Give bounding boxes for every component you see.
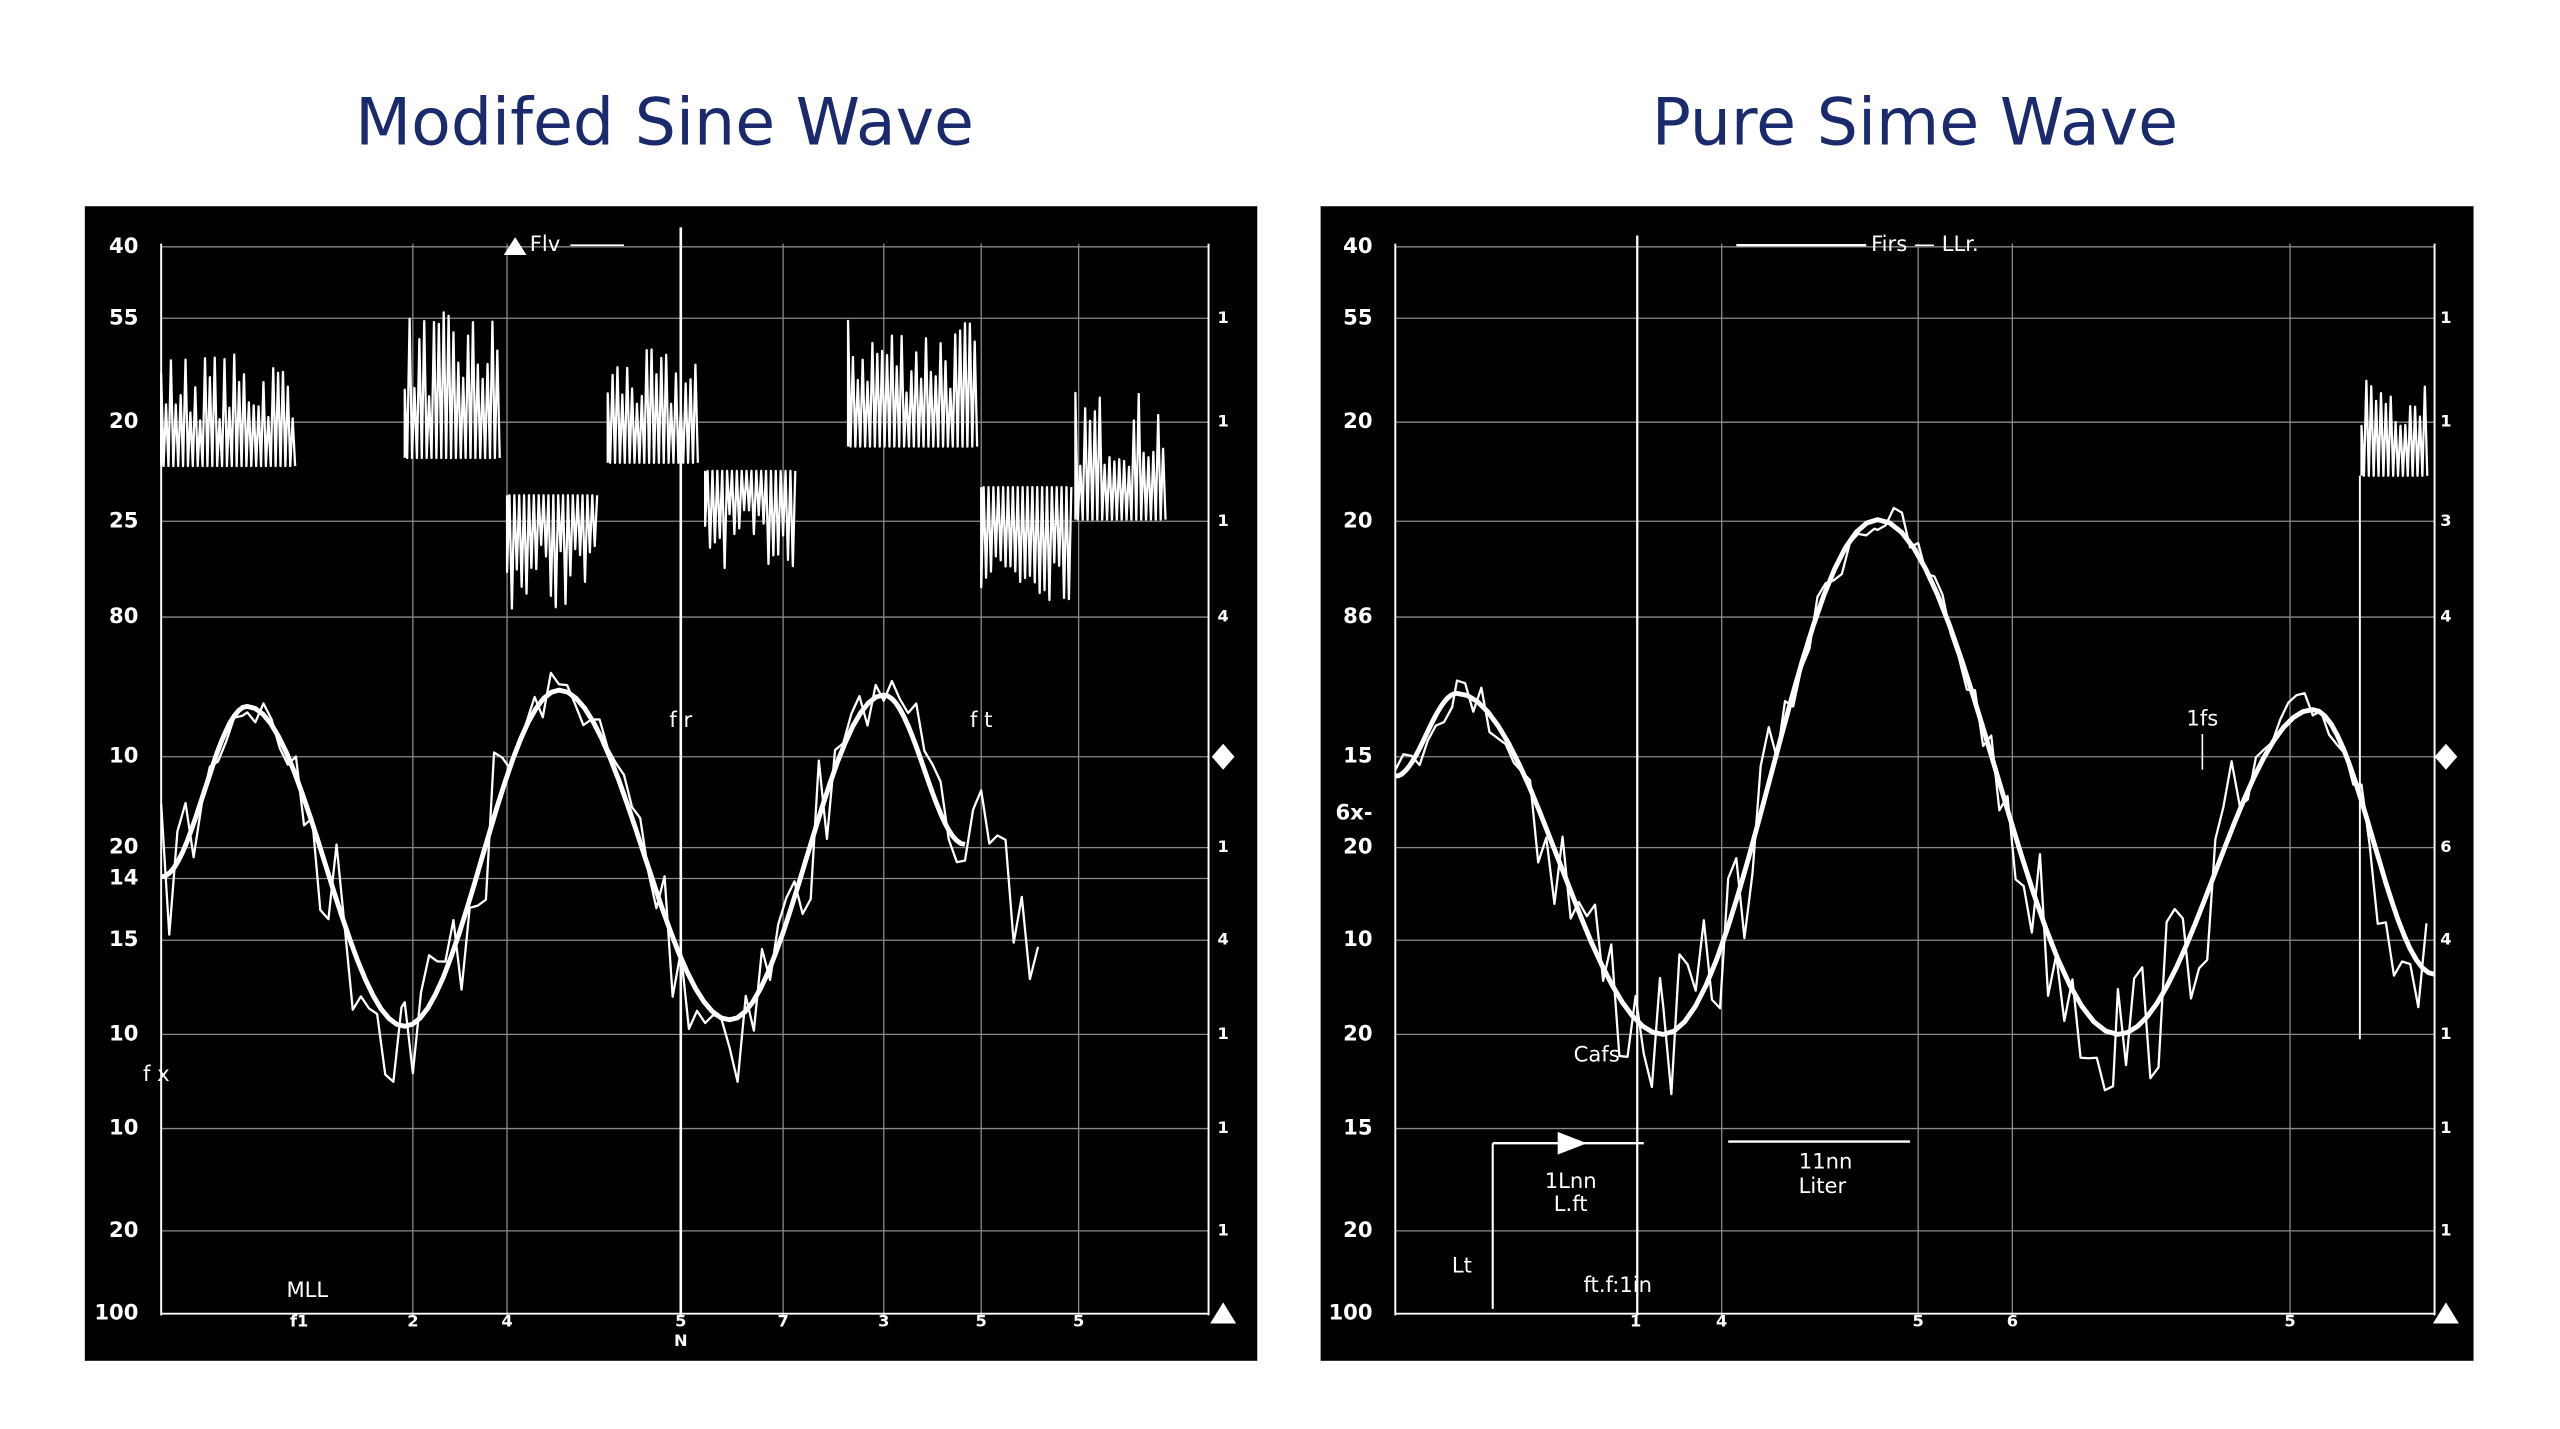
burst-wave bbox=[160, 353, 297, 468]
noisy-wave bbox=[1394, 506, 2428, 1096]
annotation: f t bbox=[970, 707, 992, 732]
annotation: Firs — LLr. bbox=[1871, 231, 1979, 256]
burst-wave bbox=[980, 486, 1073, 602]
y-tick-label: 20 bbox=[1343, 507, 1372, 532]
y-tick-label: 1 bbox=[1218, 837, 1229, 856]
annotation: Liter bbox=[1799, 1173, 1847, 1198]
y-tick-label: 4 bbox=[2440, 607, 2451, 626]
y-tick-label: 15 bbox=[1343, 1115, 1372, 1140]
y-tick-label: 1 bbox=[2440, 1118, 2451, 1137]
y-tick-label: 40 bbox=[1343, 233, 1372, 258]
x-tick-label: 5 bbox=[2284, 1311, 2295, 1330]
y-tick-label: 10 bbox=[109, 1020, 138, 1045]
sine-wave bbox=[160, 687, 966, 1029]
y-tick-label: 55 bbox=[109, 304, 138, 329]
arrow bbox=[1557, 1131, 1587, 1155]
y-tick-label: 14 bbox=[109, 865, 138, 890]
y-tick-label: 80 bbox=[109, 603, 138, 628]
annotation: 1fs bbox=[2186, 705, 2218, 730]
x-tick-label: 6 bbox=[2007, 1311, 2018, 1330]
x-tick-label: 5 bbox=[976, 1311, 987, 1330]
y-tick-label: 1 bbox=[2440, 412, 2451, 431]
y-tick-label: 20 bbox=[1343, 1020, 1372, 1045]
left-panel bbox=[84, 206, 1258, 1361]
y-tick-label: 20 bbox=[1343, 1217, 1372, 1242]
annotation: Flv bbox=[530, 231, 561, 256]
annotation: 1Lnn bbox=[1545, 1168, 1597, 1193]
y-tick-label: 10 bbox=[1343, 926, 1372, 951]
y-tick-label: 40 bbox=[109, 233, 138, 258]
noisy-wave bbox=[160, 671, 1040, 1083]
x-tick-label: f1 bbox=[290, 1311, 308, 1330]
x-tick-label: 5 bbox=[1913, 1311, 1924, 1330]
y-tick-label: 86 bbox=[1343, 603, 1372, 628]
annotation: Lt bbox=[1452, 1253, 1472, 1278]
burst-wave bbox=[1074, 391, 1167, 521]
burst-wave bbox=[403, 311, 501, 460]
annotation: f r bbox=[669, 707, 692, 732]
y-tick-label: 1 bbox=[1218, 511, 1229, 530]
x-tick-label: 4 bbox=[1716, 1311, 1727, 1330]
y-tick-label: 4 bbox=[1218, 607, 1229, 626]
y-tick-label: 55 bbox=[1343, 304, 1372, 329]
y-tick-label: 1 bbox=[1218, 1118, 1229, 1137]
y-tick-label: 4 bbox=[2440, 930, 2451, 949]
burst-wave bbox=[606, 348, 699, 464]
y-tick-label: 1 bbox=[2440, 1024, 2451, 1043]
y-tick-label: 1 bbox=[2440, 1220, 2451, 1239]
burst-wave bbox=[846, 319, 979, 448]
y-tick-label: 1 bbox=[2440, 308, 2451, 327]
right-title: Pure Sime Wave bbox=[1652, 86, 2178, 161]
left-title: Modifed Sine Wave bbox=[355, 86, 974, 161]
x-tick-label: 3 bbox=[878, 1311, 889, 1330]
annotation: Cafs bbox=[1574, 1042, 1620, 1067]
y-tick-label: 1 bbox=[1218, 308, 1229, 327]
triangle-icon bbox=[2432, 1302, 2459, 1324]
annotation: 11nn bbox=[1799, 1149, 1853, 1174]
y-tick-label: 25 bbox=[109, 507, 138, 532]
annotation: f x bbox=[143, 1061, 170, 1086]
x-tick-label: 5 bbox=[675, 1311, 686, 1330]
y-tick-label: 15 bbox=[1343, 743, 1372, 768]
y-tick-label: 6 bbox=[2440, 837, 2451, 856]
x-sub-label: N bbox=[674, 1331, 688, 1350]
annotation: L.ft bbox=[1554, 1191, 1588, 1216]
y-tick-label: 15 bbox=[109, 926, 138, 951]
x-tick-label: 4 bbox=[501, 1311, 512, 1330]
y-tick-label: 3 bbox=[2440, 511, 2451, 530]
y-tick-label: 1 bbox=[1218, 1024, 1229, 1043]
y-tick-label: 20 bbox=[1343, 408, 1372, 433]
annotation: ft.f:1in bbox=[1584, 1272, 1653, 1297]
burst-wave bbox=[2360, 379, 2429, 477]
annotation: MLL bbox=[286, 1277, 328, 1302]
y-tick-label: 1 bbox=[1218, 412, 1229, 431]
x-tick-label: 2 bbox=[407, 1311, 418, 1330]
y-tick-label: 6x- bbox=[1335, 800, 1372, 825]
y-tick-label: 4 bbox=[1218, 930, 1229, 949]
triangle-icon bbox=[1210, 1302, 1237, 1324]
y-tick-label: 10 bbox=[109, 1115, 138, 1140]
x-tick-label: 1 bbox=[1630, 1311, 1641, 1330]
y-tick-label: 20 bbox=[109, 408, 138, 433]
y-tick-label: 20 bbox=[1343, 834, 1372, 859]
burst-wave bbox=[505, 494, 599, 610]
right-panel bbox=[1320, 206, 2474, 1361]
burst-wave bbox=[704, 469, 797, 570]
x-tick-label: 5 bbox=[1073, 1311, 1084, 1330]
y-tick-label: 20 bbox=[109, 834, 138, 859]
y-tick-label: 100 bbox=[94, 1300, 138, 1325]
sine-wave bbox=[1394, 517, 2436, 1037]
y-tick-label: 20 bbox=[109, 1217, 138, 1242]
y-tick-label: 1 bbox=[1218, 1220, 1229, 1239]
y-tick-label: 100 bbox=[1328, 1300, 1372, 1325]
x-tick-label: 7 bbox=[777, 1311, 788, 1330]
arrow bbox=[503, 237, 527, 255]
y-tick-label: 10 bbox=[109, 743, 138, 768]
